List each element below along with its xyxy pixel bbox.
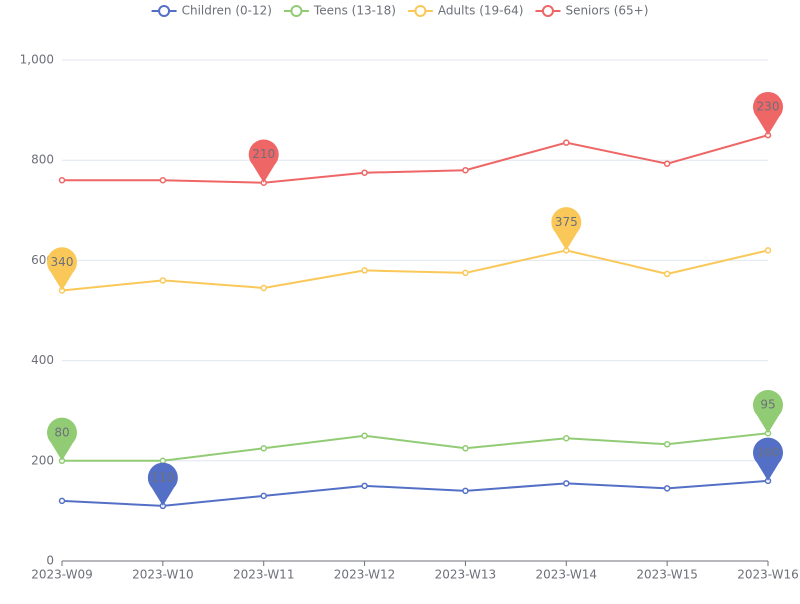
- x-tick-label: 2023-W13: [435, 568, 497, 582]
- data-point: [260, 284, 267, 292]
- x-tick-label: 2023-W11: [233, 568, 295, 582]
- legend-icon: [290, 5, 303, 17]
- y-tick-label: 400: [31, 353, 54, 367]
- pin-label: 95: [760, 398, 775, 412]
- pin-shape: [47, 417, 77, 461]
- data-point: [361, 482, 368, 490]
- x-tick-label: 2023-W14: [536, 568, 598, 582]
- pin-label: 80: [54, 425, 69, 439]
- pin-label: 375: [555, 215, 578, 229]
- legend-icon: [541, 5, 554, 17]
- legend-item[interactable]: Seniors (65+): [535, 4, 648, 18]
- pin-label: 160: [757, 445, 780, 459]
- data-point: [663, 485, 671, 492]
- series-line: [61, 249, 769, 292]
- data-point: [462, 269, 469, 277]
- data-point: [361, 432, 368, 439]
- pin-shape: [147, 462, 178, 506]
- legend-icon: [414, 5, 427, 17]
- y-tick-label: 800: [31, 153, 54, 167]
- x-tick-label: 2023-W16: [737, 568, 799, 582]
- x-tick-label: 2023-W12: [334, 568, 396, 582]
- legend-item[interactable]: Children (0-12): [151, 4, 272, 18]
- legend-item[interactable]: Teens (13-18): [283, 4, 396, 18]
- data-point: [159, 176, 167, 184]
- mark-pin: 110: [147, 462, 178, 506]
- series-line: [62, 134, 769, 184]
- series-line: [62, 432, 769, 462]
- y-tick-label: 200: [31, 453, 54, 467]
- pin-shape: [47, 247, 77, 291]
- series-line: [61, 479, 769, 507]
- x-tick-label: 2023-W15: [636, 568, 698, 582]
- data-point: [663, 441, 671, 448]
- pin-label: 110: [151, 470, 174, 484]
- mark-pin: 80: [47, 417, 77, 461]
- x-tick-label: 2023-W10: [132, 568, 194, 582]
- data-point: [462, 487, 469, 495]
- data-point: [260, 445, 267, 452]
- legend-item[interactable]: Adults (19-64): [407, 4, 524, 18]
- data-point: [159, 457, 167, 465]
- data-point: [663, 160, 671, 167]
- legend-label: Adults (19-64): [438, 4, 524, 18]
- y-tick-label: 0: [46, 554, 54, 568]
- mark-pin: 210: [248, 139, 279, 183]
- data-point: [260, 492, 267, 500]
- legend-label: Seniors (65+): [565, 4, 648, 18]
- data-point: [361, 267, 368, 274]
- data-point: [159, 277, 167, 284]
- data-point: [563, 435, 570, 442]
- legend-icon: [158, 5, 171, 17]
- pin-shape: [753, 91, 784, 136]
- data-point: [764, 247, 772, 254]
- mark-pin: 340: [47, 247, 77, 291]
- pin-label: 230: [757, 100, 780, 114]
- data-point: [361, 169, 368, 176]
- data-point: [663, 270, 671, 278]
- data-point: [58, 497, 66, 505]
- x-tick-label: 2023-W09: [31, 568, 93, 582]
- mark-pin: 95: [753, 390, 783, 434]
- data-point: [58, 176, 66, 184]
- data-point: [563, 139, 570, 146]
- mark-pin: 160: [753, 437, 783, 481]
- data-point: [563, 480, 570, 487]
- y-tick-label: 1,000: [20, 53, 54, 67]
- mark-pin: 230: [753, 91, 784, 136]
- data-point: [462, 166, 469, 174]
- pin-label: 210: [252, 147, 275, 161]
- pin-shape: [551, 207, 582, 251]
- legend-label: Children (0-12): [182, 4, 272, 18]
- mark-pin: 375: [551, 207, 582, 251]
- legend-label: Teens (13-18): [313, 4, 396, 18]
- data-point: [462, 445, 469, 452]
- legend: Children (0-12) Teens (13-18) Adults (19-6…: [151, 4, 648, 18]
- pin-shape: [753, 437, 783, 481]
- pin-label: 340: [51, 255, 74, 269]
- pin-shape: [753, 390, 783, 434]
- pin-shape: [248, 139, 279, 183]
